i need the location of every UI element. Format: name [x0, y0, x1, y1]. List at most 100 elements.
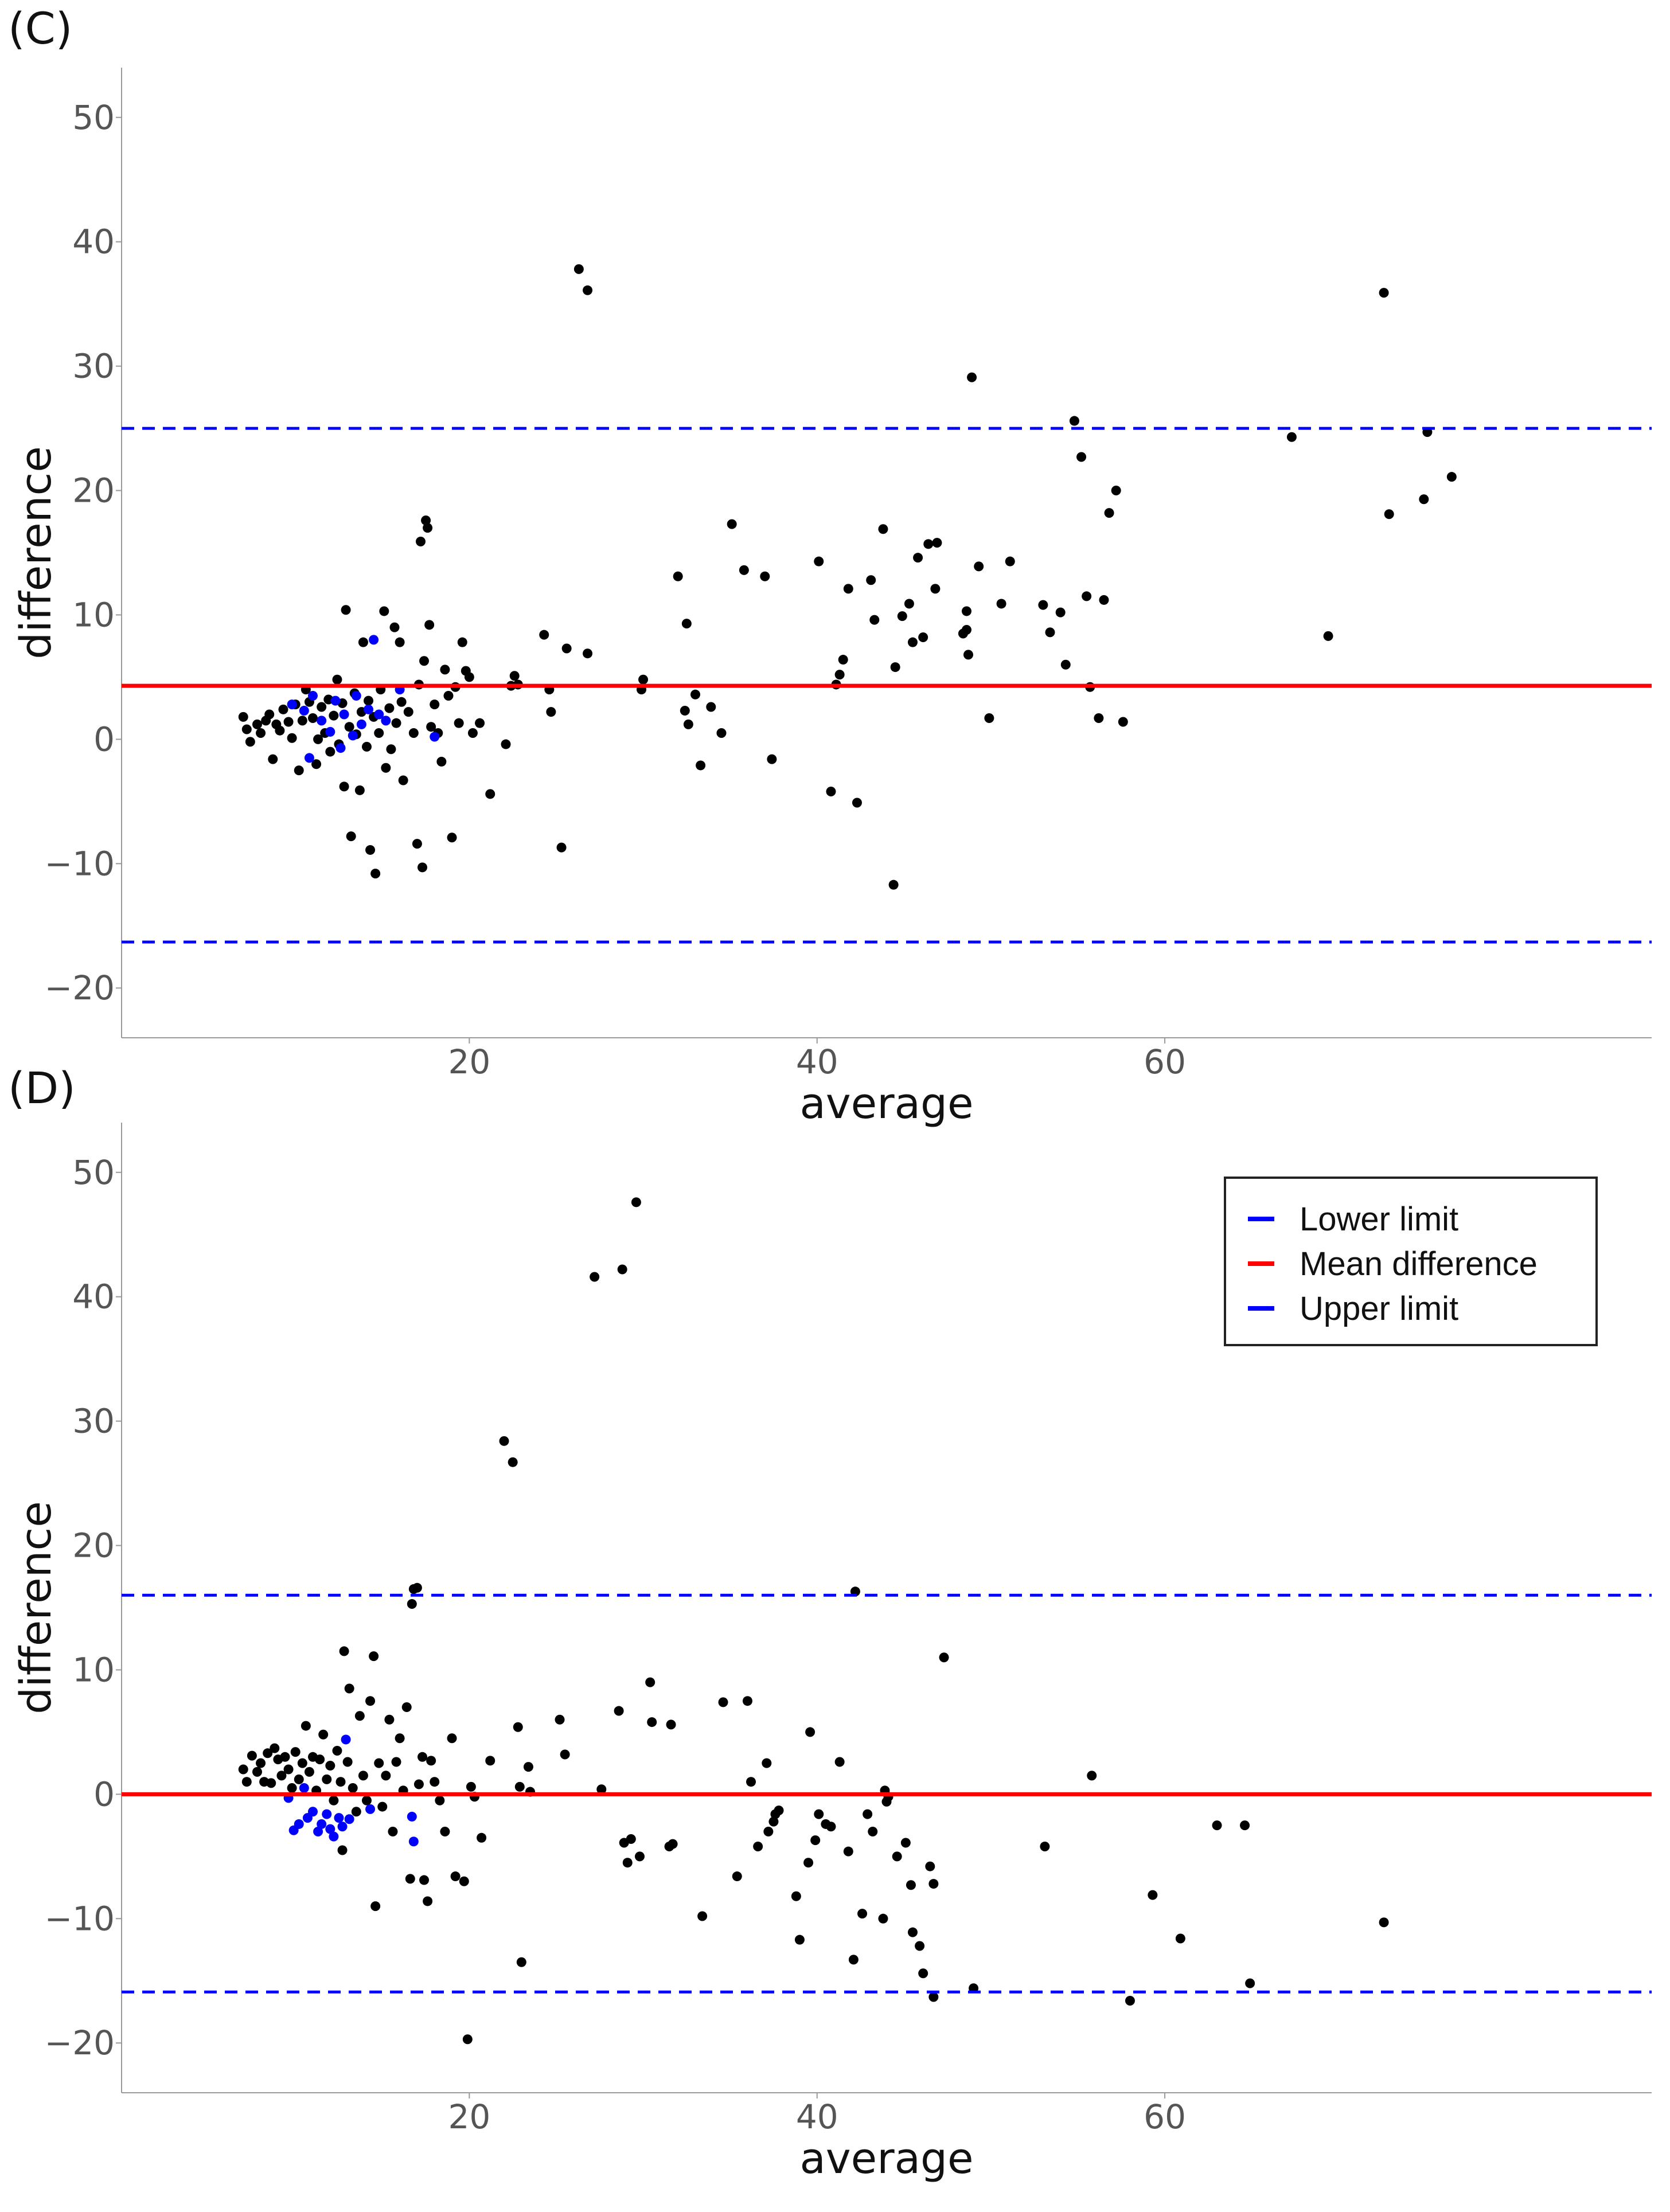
data-point [513, 1722, 523, 1732]
data-point [256, 728, 266, 738]
data-point [1005, 556, 1015, 566]
data-point [683, 719, 693, 729]
data-point-highlight [334, 1813, 344, 1823]
data-point [794, 1934, 805, 1945]
data-point [1379, 288, 1389, 298]
data-point [1286, 432, 1297, 442]
data-point [466, 1781, 476, 1792]
data-point [762, 1758, 772, 1768]
data-point [412, 839, 422, 849]
data-point [791, 1891, 801, 1901]
data-point [426, 1756, 436, 1766]
data-point [423, 523, 433, 533]
data-point [826, 1822, 836, 1832]
data-point [742, 1696, 752, 1706]
legend-label: Mean difference [1300, 1245, 1538, 1283]
data-point [297, 1758, 307, 1768]
data-point-highlight [356, 719, 366, 729]
x-tick-label: 40 [796, 1042, 838, 1081]
data-point-highlight [364, 704, 374, 714]
data-point [294, 1774, 304, 1784]
data-point [1104, 508, 1114, 518]
data-point [317, 702, 327, 712]
data-point [415, 536, 426, 546]
data-point [499, 1436, 509, 1446]
data-point [354, 1711, 365, 1721]
data-point [325, 1760, 335, 1771]
data-point [365, 845, 376, 855]
data-point [666, 1719, 676, 1730]
data-point [617, 1264, 627, 1275]
data-point [374, 728, 384, 738]
data-point [852, 798, 862, 808]
data-point [1379, 1917, 1389, 1928]
legend-box [1224, 1177, 1598, 1346]
data-point [297, 716, 307, 726]
data-point [418, 1752, 428, 1762]
bland-altman-plot-d: −20 −10 0 10 20 30 40 50 20 40 60 average difference… [11, 1123, 1652, 2183]
data-point [810, 1835, 821, 1846]
panel-label: (D) [8, 1062, 76, 1113]
data-point [252, 1767, 262, 1777]
data-point [645, 1677, 655, 1687]
data-point [814, 556, 824, 566]
data-point [1125, 1995, 1135, 2006]
data-point [843, 584, 853, 594]
data-point [318, 1729, 329, 1740]
panel-d: (D) −20 −10 0 10 20 30 40 50 20 40 60 average differ… [0, 1066, 1670, 2212]
data-point [283, 1764, 294, 1775]
data-point [322, 1774, 332, 1784]
data-point [1240, 1820, 1250, 1831]
data-point [459, 1876, 469, 1886]
data-point [369, 1651, 379, 1662]
data-point [634, 1851, 645, 1862]
y-tick-label: 0 [93, 720, 115, 759]
data-point [344, 722, 354, 732]
data-point [339, 781, 349, 792]
data-point [814, 1809, 824, 1819]
data-point [238, 1764, 248, 1775]
data-point [245, 737, 255, 747]
data-point [329, 1795, 339, 1805]
data-point [403, 707, 413, 717]
data-point [423, 1896, 433, 1906]
data-point [681, 619, 692, 629]
data-point [475, 718, 485, 728]
y-axis-title: difference [11, 446, 61, 659]
data-point [706, 702, 716, 712]
data-point-highlight [317, 1819, 327, 1829]
data-point [900, 1838, 911, 1848]
data-point [697, 1911, 708, 1921]
data-point [834, 1757, 845, 1767]
data-point [435, 1795, 445, 1805]
data-point [264, 709, 275, 720]
bland-altman-plot-c: −20 −10 0 10 20 30 40 50 20 40 60 average difference [11, 68, 1652, 1128]
data-point [247, 1750, 257, 1761]
y-tick-label: −10 [45, 1899, 115, 1938]
data-point [418, 862, 428, 873]
data-point [509, 671, 520, 681]
data-point [501, 739, 511, 749]
data-point [523, 1762, 533, 1772]
data-point [454, 718, 464, 728]
y-tick-label: 40 [72, 222, 115, 261]
legend-label: Lower limit [1300, 1201, 1458, 1238]
data-point [287, 1783, 297, 1793]
data-point [430, 699, 440, 710]
x-axis-title: average [800, 2134, 974, 2183]
data-point [888, 880, 899, 890]
data-point [1069, 416, 1079, 426]
data-point [1175, 1933, 1185, 1944]
data-point [346, 831, 356, 842]
y-tick-label: 50 [72, 1153, 115, 1192]
data-point [739, 565, 749, 575]
data-point [907, 1927, 918, 1937]
data-point-highlight [287, 699, 297, 710]
data-point [925, 1861, 935, 1871]
data-point [457, 637, 467, 647]
data-point [560, 1749, 570, 1760]
data-point [834, 670, 845, 680]
data-point [370, 1901, 381, 1912]
data-point [514, 1781, 525, 1792]
data-point [252, 719, 262, 729]
